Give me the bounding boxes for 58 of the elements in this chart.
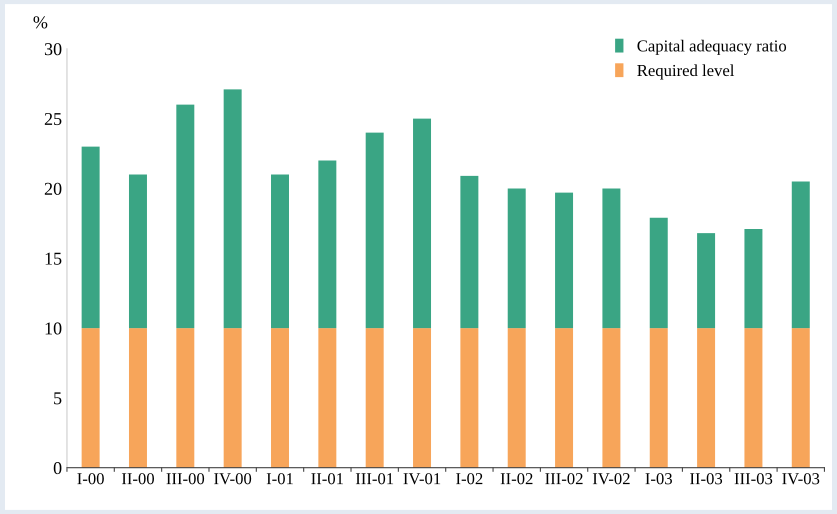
- bar: [318, 160, 336, 328]
- bar: [366, 132, 384, 328]
- x-tick-label: III-01: [356, 473, 394, 484]
- x-tick-label: IV-00: [214, 473, 252, 484]
- bar: [602, 188, 620, 328]
- x-tick-label: II-03: [690, 473, 722, 484]
- x-tick-label: II-00: [122, 473, 154, 484]
- x-tick-label: I-01: [266, 473, 293, 484]
- x-tick-label: III-00: [166, 473, 204, 484]
- x-tick-label: II-01: [311, 473, 344, 484]
- bar: [508, 188, 526, 328]
- y-tick-label: 30: [44, 43, 62, 56]
- x-tick-label: I-02: [456, 473, 482, 484]
- bar: [413, 118, 432, 328]
- bar: [697, 233, 716, 328]
- y-tick-label: 15: [46, 252, 62, 265]
- x-tick-label: III-02: [545, 473, 583, 484]
- bar: [508, 328, 526, 468]
- x-tick-label: I-03: [645, 473, 672, 484]
- y-tick-label: 10: [46, 322, 62, 335]
- bar: [697, 328, 716, 468]
- bar: [650, 218, 668, 328]
- bar: [650, 328, 668, 468]
- bar: [224, 328, 242, 468]
- bar: [744, 228, 762, 328]
- x-tick-label: IV-02: [592, 473, 630, 484]
- bar: [460, 176, 478, 328]
- bar: [318, 328, 336, 468]
- bar: [271, 328, 289, 468]
- bar: [128, 328, 147, 468]
- x-tick-label: III-03: [734, 473, 772, 484]
- bar: [413, 328, 432, 468]
- bar: [128, 174, 147, 328]
- x-tick-label: I-00: [77, 473, 104, 484]
- bar: [792, 181, 810, 328]
- y-axis-title: %: [33, 16, 48, 28]
- bar: [602, 328, 620, 468]
- bar: [176, 328, 194, 468]
- bar: [82, 146, 100, 328]
- y-tick-label: 20: [44, 182, 62, 195]
- bar: [555, 192, 574, 328]
- bar: [271, 174, 289, 328]
- legend-label: Capital adequacy ratio: [637, 40, 786, 55]
- x-tick-label: IV-01: [403, 473, 440, 484]
- bar: [176, 104, 194, 328]
- bar: [460, 328, 478, 468]
- y-tick-label: 25: [44, 112, 62, 126]
- y-tick-label: 0: [54, 462, 62, 474]
- bar: [792, 328, 810, 468]
- x-tick-label: II-02: [500, 473, 532, 484]
- bar: [224, 89, 242, 328]
- bar: [366, 328, 384, 468]
- legend-label: Required level: [637, 64, 734, 80]
- bar: [555, 328, 574, 468]
- bar: [744, 328, 762, 468]
- bar: [82, 328, 100, 468]
- y-tick-label: 5: [54, 392, 62, 404]
- x-tick-label: IV-03: [782, 473, 820, 484]
